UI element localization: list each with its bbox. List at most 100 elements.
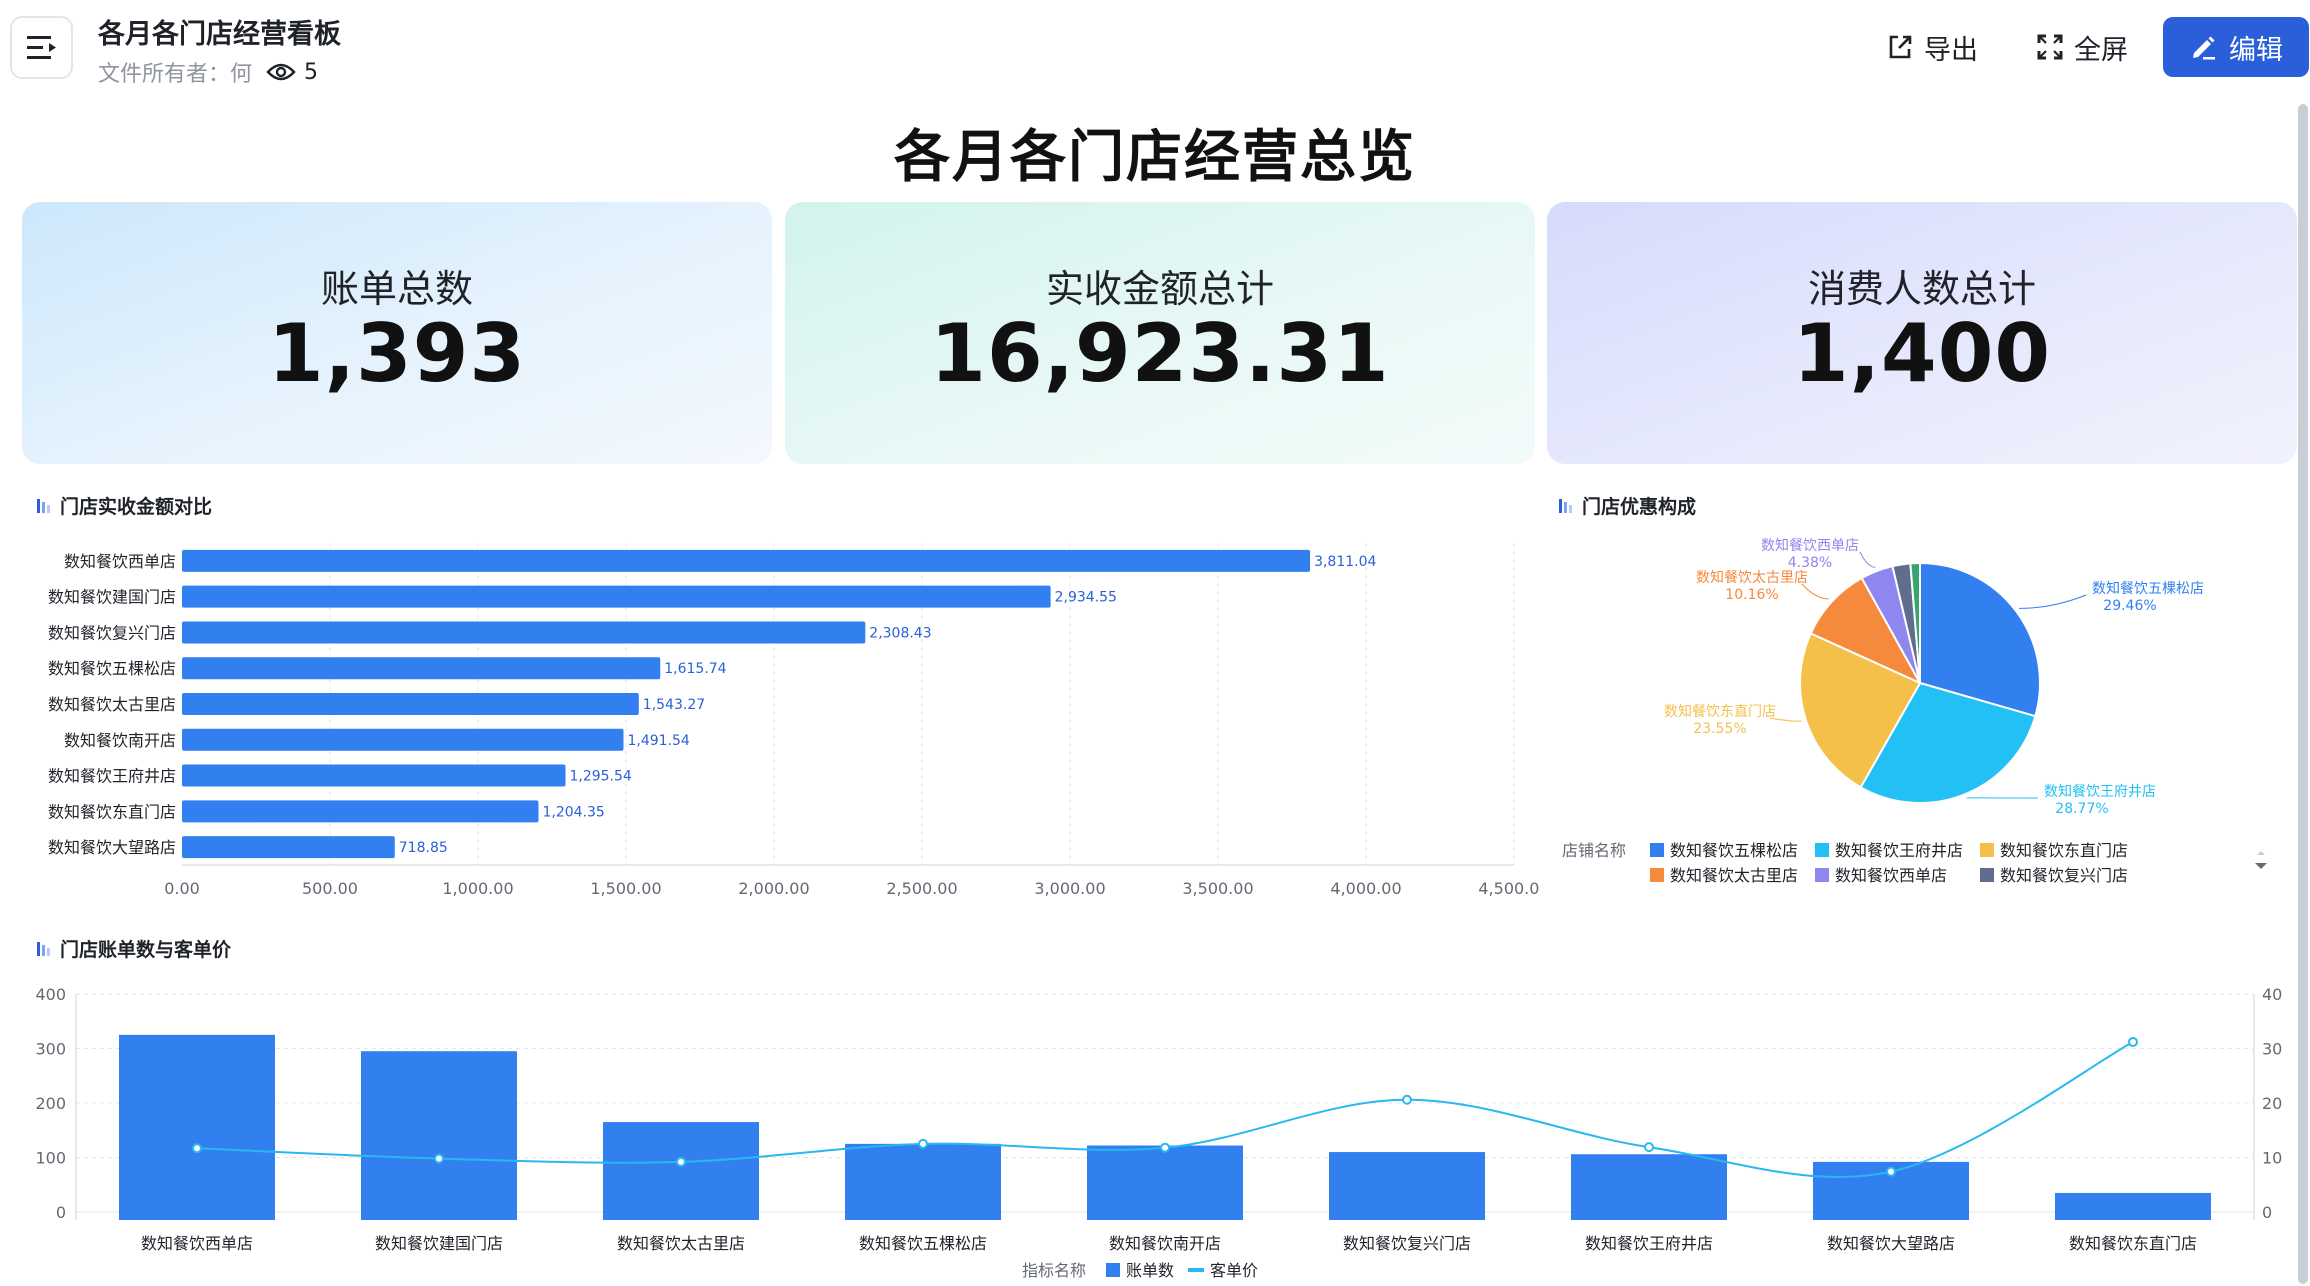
legend-swatch[interactable] (1815, 868, 1829, 882)
y-left-tick-label: 400 (35, 985, 66, 1004)
section-title-bills: 门店账单数与客单价 (36, 935, 231, 962)
edit-label: 编辑 (2229, 34, 2283, 66)
bar[interactable] (845, 1143, 1001, 1220)
pie-slice[interactable] (1859, 681, 2037, 804)
x-category-label: 数知餐饮东直门店 (2069, 1234, 2197, 1253)
line-point[interactable] (918, 1138, 928, 1149)
pie-slice[interactable] (1919, 561, 2041, 718)
page-scrollbar[interactable] (2298, 104, 2308, 1284)
x-category-label: 数知餐饮太古里店 (617, 1234, 745, 1253)
x-tick-label: 1,500.00 (590, 879, 661, 898)
export-label: 导出 (1924, 34, 1978, 66)
line-point[interactable] (2128, 1036, 2138, 1047)
x-tick-label: 3,000.00 (1034, 879, 1105, 898)
bar[interactable] (361, 1051, 517, 1220)
section-title-text: 门店优惠构成 (1582, 496, 1697, 518)
fullscreen-label: 全屏 (2074, 34, 2128, 66)
pie-slice-percent: 4.38% (1788, 555, 1832, 571)
bar[interactable] (182, 657, 661, 680)
legend-item[interactable]: 数知餐饮五棵松店 (1670, 841, 1798, 860)
legend-title: 指标名称 (1022, 1261, 1086, 1280)
pie-slice[interactable] (1909, 561, 1921, 684)
y-category-label: 数知餐饮五棵松店 (48, 659, 176, 678)
legend-item[interactable]: 账单数 (1126, 1261, 1174, 1280)
y-category-label: 数知餐饮建国门店 (48, 588, 176, 607)
bar-value-label: 1,615.74 (664, 661, 726, 677)
bar[interactable] (2055, 1192, 2211, 1220)
x-tick-label: 0.00 (164, 879, 200, 898)
bar[interactable] (1571, 1154, 1727, 1220)
legend-item[interactable]: 数知餐饮西单店 (1835, 866, 1947, 885)
edit-button[interactable]: 编辑 (2163, 17, 2309, 77)
export-button[interactable]: 导出 (1886, 18, 1978, 76)
pie-label-line (1801, 583, 1829, 600)
legend-title: 店铺名称 (1562, 841, 1626, 860)
legend-swatch[interactable] (1980, 868, 1994, 882)
line-point[interactable] (434, 1153, 444, 1164)
top-bar: 各月各门店经营看板 文件所有者：何 5 导出 全屏 编辑 (0, 0, 2310, 96)
bar[interactable] (182, 728, 624, 751)
line-point[interactable] (1402, 1094, 1412, 1105)
fullscreen-button[interactable]: 全屏 (2036, 18, 2128, 76)
bar-value-label: 2,934.55 (1055, 590, 1117, 606)
bar[interactable] (182, 800, 539, 823)
y-right-tick-label: 40 (2262, 985, 2282, 1004)
bar[interactable] (182, 836, 395, 859)
pie-slice-label: 数知餐饮王府井店 (2044, 783, 2156, 800)
line-point[interactable] (1886, 1166, 1896, 1177)
bar-value-label: 2,308.43 (869, 625, 931, 641)
pie-slice-label: 数知餐饮东直门店 (1664, 703, 1776, 720)
line-point[interactable] (192, 1143, 202, 1154)
line-point[interactable] (1644, 1142, 1654, 1153)
x-tick-label: 2,500.00 (886, 879, 957, 898)
x-tick-label: 4,000.00 (1330, 879, 1401, 898)
bar[interactable] (182, 621, 866, 644)
y-left-tick-label: 100 (35, 1149, 66, 1168)
y-category-label: 数知餐饮南开店 (64, 731, 176, 750)
pie-slice[interactable] (1809, 576, 1923, 686)
kpi-label: 消费人数总计 (1807, 267, 2036, 311)
legend-swatch[interactable] (1650, 843, 1664, 857)
pie-slice[interactable] (1799, 632, 1922, 789)
legend-item[interactable]: 数知餐饮王府井店 (1835, 841, 1963, 860)
legend-scroll-down-icon[interactable] (2255, 863, 2267, 869)
legend-swatch[interactable] (1106, 1263, 1120, 1277)
bar[interactable] (119, 1034, 275, 1220)
bar[interactable] (1087, 1145, 1243, 1220)
legend-swatch[interactable] (1980, 843, 1994, 857)
menu-list-icon[interactable] (10, 16, 73, 79)
bar[interactable] (182, 549, 1311, 572)
pie-slice-label: 数知餐饮西单店 (1761, 537, 1859, 554)
bar[interactable] (603, 1122, 759, 1220)
view-count: 5 (266, 60, 318, 85)
y-right-tick-label: 10 (2262, 1149, 2282, 1168)
legend-item[interactable]: 数知餐饮太古里店 (1670, 866, 1798, 885)
y-right-tick-label: 20 (2262, 1094, 2282, 1113)
x-tick-label: 2,000.00 (738, 879, 809, 898)
y-right-tick-label: 0 (2262, 1203, 2272, 1222)
legend-swatch[interactable] (1815, 843, 1829, 857)
x-category-label: 数知餐饮五棵松店 (859, 1234, 987, 1253)
pie-slice-percent: 28.77% (2055, 801, 2108, 817)
bar[interactable] (182, 585, 1051, 608)
x-category-label: 数知餐饮复兴门店 (1343, 1234, 1471, 1253)
legend-scroll-up-icon[interactable] (2257, 851, 2265, 855)
section-title-text: 门店实收金额对比 (60, 496, 213, 518)
legend-item[interactable]: 数知餐饮复兴门店 (2000, 866, 2128, 885)
revenue-bar-chart: 0.00 500.00 1,000.00 1,500.00 2,000.00 2,500.… (48, 543, 1540, 898)
line-point[interactable] (676, 1156, 686, 1167)
legend-swatch[interactable] (1188, 1268, 1204, 1272)
x-category-label: 数知餐饮建国门店 (375, 1234, 503, 1253)
legend-swatch[interactable] (1650, 868, 1664, 882)
legend-item[interactable]: 客单价 (1210, 1261, 1258, 1280)
bar[interactable] (182, 693, 639, 715)
x-category-label: 数知餐饮南开店 (1109, 1234, 1221, 1253)
section-title-discount: 门店优惠构成 (1558, 492, 1696, 519)
y-left-tick-label: 0 (56, 1203, 66, 1222)
bar[interactable] (182, 764, 566, 787)
bar[interactable] (1329, 1152, 1485, 1220)
document-title: 各月各门店经营看板 (98, 19, 341, 50)
y-category-label: 数知餐饮西单店 (64, 552, 176, 571)
line-point[interactable] (1160, 1142, 1170, 1153)
legend-item[interactable]: 数知餐饮东直门店 (2000, 841, 2128, 860)
